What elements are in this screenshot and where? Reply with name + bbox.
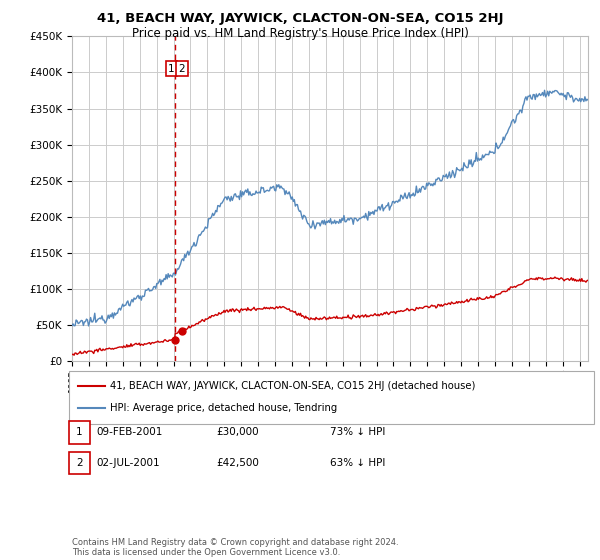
Text: 1: 1	[76, 427, 83, 437]
Text: 73% ↓ HPI: 73% ↓ HPI	[330, 427, 385, 437]
Text: 2: 2	[178, 64, 185, 74]
Text: Price paid vs. HM Land Registry's House Price Index (HPI): Price paid vs. HM Land Registry's House …	[131, 27, 469, 40]
Text: £30,000: £30,000	[216, 427, 259, 437]
Text: 09-FEB-2001: 09-FEB-2001	[96, 427, 163, 437]
Text: 63% ↓ HPI: 63% ↓ HPI	[330, 458, 385, 468]
Text: 1: 1	[168, 64, 175, 74]
Text: 41, BEACH WAY, JAYWICK, CLACTON-ON-SEA, CO15 2HJ: 41, BEACH WAY, JAYWICK, CLACTON-ON-SEA, …	[97, 12, 503, 25]
Text: 2: 2	[76, 458, 83, 468]
Text: Contains HM Land Registry data © Crown copyright and database right 2024.
This d: Contains HM Land Registry data © Crown c…	[72, 538, 398, 557]
Text: 02-JUL-2001: 02-JUL-2001	[96, 458, 160, 468]
Text: £42,500: £42,500	[216, 458, 259, 468]
Text: 41, BEACH WAY, JAYWICK, CLACTON-ON-SEA, CO15 2HJ (detached house): 41, BEACH WAY, JAYWICK, CLACTON-ON-SEA, …	[110, 381, 475, 391]
Text: HPI: Average price, detached house, Tendring: HPI: Average price, detached house, Tend…	[110, 403, 337, 413]
